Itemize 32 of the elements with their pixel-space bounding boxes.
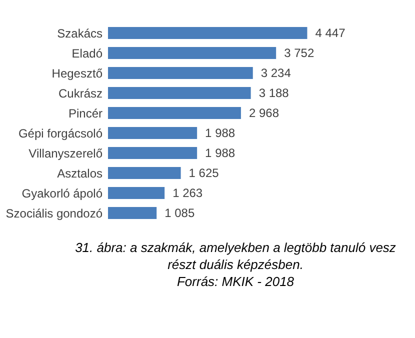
text: Forrás: MKIK - 2018: [176, 274, 295, 289]
text: 31. ábra: a szakmák, amelyekben a legtöbb tanuló vesz részt duális képzésben.: [75, 240, 396, 272]
bar: [108, 167, 181, 179]
y-tick-label: Hegesztő: [52, 66, 103, 80]
data-label: 1 988: [205, 146, 236, 160]
y-tick-label: Cukrász: [58, 86, 102, 100]
data-label: 3 234: [260, 66, 292, 80]
y-tick-label: Pincér: [68, 106, 102, 120]
y-tick-label: Villanyszerelő: [28, 146, 103, 160]
data-label: 1 085: [164, 206, 195, 220]
bar: [108, 187, 165, 199]
y-tick-label: Gyakorló ápoló: [22, 186, 103, 200]
data-label: 3 188: [258, 86, 290, 100]
data-label: 3 752: [284, 46, 314, 60]
y-tick-label: Szakács: [57, 26, 102, 40]
bar: [108, 27, 308, 39]
y-tick-label: Asztalos: [57, 166, 102, 180]
y-tick-label: Eladó: [72, 46, 103, 60]
bar: [108, 107, 241, 119]
data-label: 4 447: [315, 26, 346, 40]
data-label: 1 988: [205, 126, 236, 140]
bar: [108, 67, 253, 79]
y-tick-label: Gépi forgácsoló: [18, 126, 103, 140]
bar: [108, 147, 198, 159]
data-label: 2 968: [248, 106, 280, 120]
bar: [108, 207, 157, 219]
bar: [108, 87, 251, 99]
data-label: 1 625: [188, 166, 220, 180]
bar: [108, 47, 276, 59]
data-label: 1 263: [172, 186, 203, 200]
y-tick-label: Szociális gondozó: [6, 206, 103, 220]
bar: [108, 127, 198, 139]
